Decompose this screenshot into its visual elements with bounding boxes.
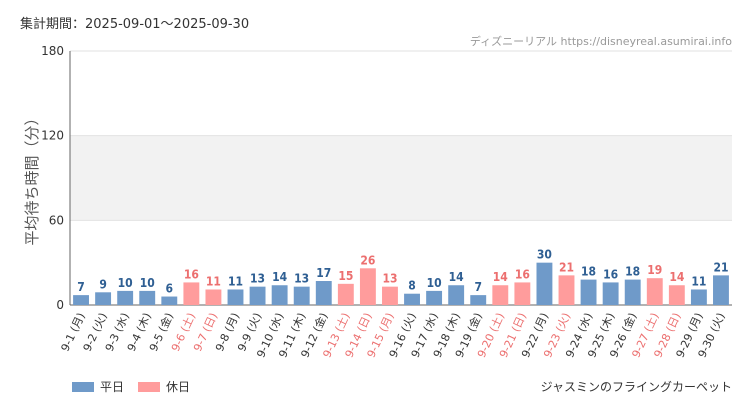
bar-value-label: 14 bbox=[272, 270, 288, 284]
bar-value-label: 30 bbox=[537, 248, 552, 262]
bar bbox=[271, 285, 288, 305]
bar bbox=[470, 295, 487, 305]
bar bbox=[293, 286, 310, 305]
bar bbox=[668, 285, 685, 305]
bar bbox=[580, 279, 597, 305]
bar-value-label: 14 bbox=[493, 270, 509, 284]
y-axis-label: 平均待ち時間（分） bbox=[23, 110, 41, 245]
bar bbox=[646, 278, 663, 305]
legend-weekday: 平日 bbox=[72, 378, 124, 395]
legend-holiday-label: 休日 bbox=[166, 380, 191, 394]
y-tick-label: 0 bbox=[56, 298, 64, 312]
bar bbox=[536, 262, 553, 305]
bar bbox=[227, 289, 244, 305]
bar bbox=[205, 289, 222, 305]
bar bbox=[514, 282, 531, 305]
bar-value-label: 9 bbox=[99, 277, 107, 291]
legend: 平日 休日 bbox=[72, 378, 204, 395]
holiday-swatch bbox=[138, 381, 161, 392]
bar bbox=[315, 281, 332, 305]
bar bbox=[690, 289, 707, 305]
bar bbox=[359, 268, 376, 305]
bar-value-label: 17 bbox=[316, 266, 331, 280]
bar-value-label: 21 bbox=[559, 260, 574, 274]
bar-value-label: 15 bbox=[338, 269, 353, 283]
bar bbox=[249, 286, 266, 305]
bar bbox=[624, 279, 641, 305]
weekday-swatch bbox=[72, 381, 94, 392]
bar bbox=[337, 283, 354, 305]
bar-value-label: 16 bbox=[184, 267, 199, 281]
bar-value-label: 11 bbox=[206, 274, 221, 288]
bar bbox=[95, 292, 112, 305]
bar-value-label: 11 bbox=[228, 274, 243, 288]
bar bbox=[161, 296, 178, 305]
source-credit: ディズニーリアル https://disneyreal.asumirai.inf… bbox=[469, 35, 732, 48]
bar bbox=[117, 290, 134, 305]
bar-value-label: 13 bbox=[382, 272, 397, 286]
bar bbox=[73, 295, 89, 305]
bar bbox=[183, 282, 200, 305]
bar-value-label: 19 bbox=[647, 263, 662, 277]
y-tick-label: 60 bbox=[49, 213, 64, 227]
bar-value-label: 14 bbox=[449, 270, 465, 284]
bar-value-label: 8 bbox=[408, 279, 416, 293]
bar-value-label: 18 bbox=[581, 265, 596, 279]
bar-value-label: 16 bbox=[515, 267, 530, 281]
bar bbox=[448, 285, 465, 305]
bar-value-label: 21 bbox=[713, 260, 728, 274]
legend-weekday-label: 平日 bbox=[100, 380, 125, 394]
bar-value-label: 14 bbox=[669, 270, 685, 284]
bar-value-label: 10 bbox=[427, 276, 442, 290]
y-tick-label: 120 bbox=[41, 129, 64, 143]
bar-value-label: 10 bbox=[118, 276, 133, 290]
bar-value-label: 26 bbox=[360, 253, 375, 267]
bar bbox=[139, 290, 156, 305]
bar-value-label: 7 bbox=[77, 280, 85, 294]
bar-value-label: 13 bbox=[294, 272, 309, 286]
collection-period: 集計期間：2025-09-01～2025-09-30 bbox=[20, 17, 250, 32]
bar bbox=[558, 275, 575, 305]
bar-value-label: 7 bbox=[474, 280, 482, 294]
bar-value-label: 10 bbox=[140, 276, 155, 290]
bar bbox=[382, 286, 398, 305]
attraction-name: ジャスミンのフライングカーペット bbox=[540, 380, 732, 394]
bar bbox=[492, 285, 509, 305]
grid-band bbox=[70, 135, 732, 221]
y-tick-label: 180 bbox=[41, 44, 64, 58]
bar bbox=[713, 275, 729, 305]
bar-value-label: 13 bbox=[250, 272, 265, 286]
bar-value-label: 18 bbox=[625, 265, 640, 279]
bar bbox=[602, 282, 619, 305]
bar bbox=[426, 290, 443, 305]
bar-value-label: 6 bbox=[166, 282, 174, 296]
bar bbox=[404, 293, 420, 305]
legend-holiday: 休日 bbox=[138, 378, 190, 395]
bar-value-label: 11 bbox=[691, 274, 706, 288]
bar-value-label: 16 bbox=[603, 267, 618, 281]
